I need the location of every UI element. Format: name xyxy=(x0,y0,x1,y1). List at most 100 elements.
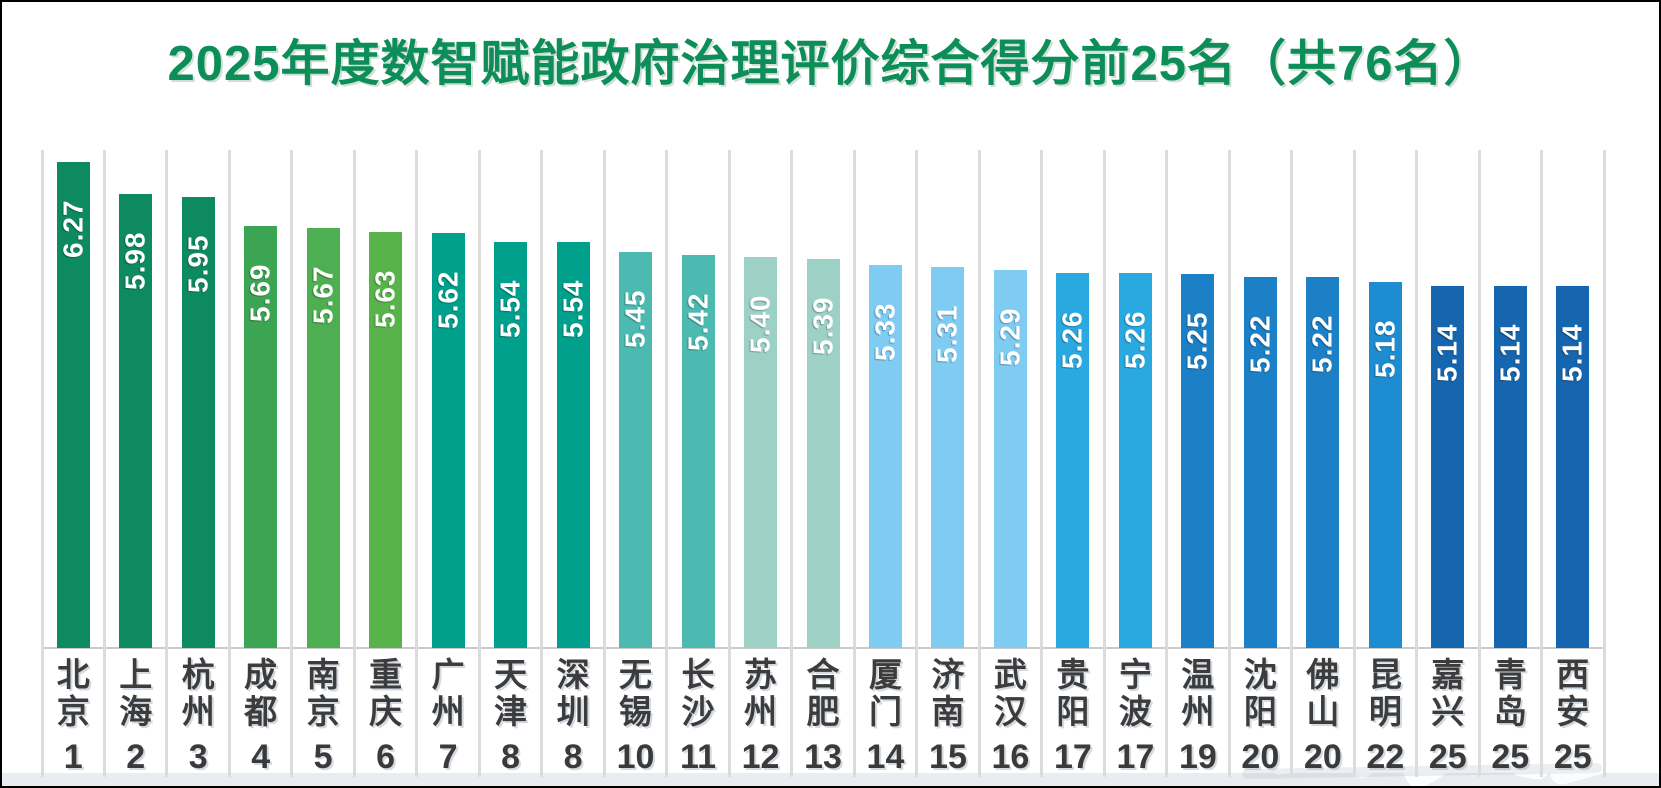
bar-value-label: 5.98 xyxy=(119,231,151,291)
bar-西安: 5.14 xyxy=(1556,286,1590,648)
bar-value-label: 5.14 xyxy=(1494,323,1526,383)
column-separator-line xyxy=(727,150,731,777)
x-axis-city-label: 厦 门 xyxy=(868,656,902,730)
bar-上海: 5.98 xyxy=(119,194,153,648)
bar-无锡: 5.45 xyxy=(619,252,653,648)
x-axis-rank-label: 20 xyxy=(1241,738,1280,776)
x-axis-rank-label: 7 xyxy=(438,738,458,776)
column-separator-line xyxy=(1290,150,1294,777)
x-axis-city-label: 重 庆 xyxy=(369,656,403,730)
column-separator-line xyxy=(352,150,356,777)
bar-value-label: 5.42 xyxy=(682,292,714,352)
column-separator-line xyxy=(477,150,481,777)
x-axis-city-label: 沈 阳 xyxy=(1243,656,1277,730)
bar-杭州: 5.95 xyxy=(181,197,215,648)
chart-title: 2025年度数智赋能政府治理评价综合得分前25名（共76名） xyxy=(167,37,1494,91)
column-separator-line xyxy=(1477,150,1481,777)
column-separator-line xyxy=(1540,150,1544,777)
x-axis-rank-label: 3 xyxy=(188,738,208,776)
x-axis-rank-label: 20 xyxy=(1303,738,1342,776)
bar-value-label: 5.31 xyxy=(931,304,963,364)
bar-北京: 6.27 xyxy=(56,162,90,648)
column-separator-line xyxy=(977,150,981,777)
x-axis-city-label: 青 岛 xyxy=(1493,656,1527,730)
bar-value-label: 5.69 xyxy=(244,263,276,323)
column-separator-line xyxy=(1602,150,1606,777)
bar-厦门: 5.33 xyxy=(868,265,902,648)
x-axis-city-label: 无 锡 xyxy=(619,656,653,730)
x-axis-rank-label: 11 xyxy=(680,738,716,776)
bar-value-label: 5.22 xyxy=(1244,314,1276,374)
x-axis-city-label: 广 州 xyxy=(431,656,465,730)
bar-value-label: 5.62 xyxy=(432,270,464,330)
x-axis-rank-label: 19 xyxy=(1178,738,1217,776)
column-separator-line xyxy=(790,150,794,777)
bar-合肥: 5.39 xyxy=(806,259,840,648)
x-axis-rank-label: 1 xyxy=(63,738,83,776)
bar-武汉: 5.29 xyxy=(993,270,1027,648)
x-axis-city-label: 杭 州 xyxy=(181,656,215,730)
column-separator-line xyxy=(540,150,544,777)
bar-苏州: 5.40 xyxy=(744,257,778,648)
bar-天津: 5.54 xyxy=(494,242,528,648)
bar-value-label: 5.67 xyxy=(307,265,339,325)
x-axis-city-label: 昆 明 xyxy=(1368,656,1402,730)
bar-济南: 5.31 xyxy=(931,267,965,648)
column-separator-line xyxy=(1102,150,1106,777)
x-axis-rank-label: 5 xyxy=(313,738,333,776)
bar-value-label: 5.26 xyxy=(1056,310,1088,370)
x-axis-city-label: 温 州 xyxy=(1181,656,1215,730)
x-axis-rank-label: 6 xyxy=(376,738,396,776)
column-separator-line xyxy=(1227,150,1231,777)
bar-value-label: 5.33 xyxy=(869,302,901,362)
x-axis-rank-label: 13 xyxy=(804,738,842,776)
bar-value-label: 5.40 xyxy=(744,294,776,354)
bar-温州: 5.25 xyxy=(1181,274,1215,648)
bar-value-label: 5.63 xyxy=(369,269,401,329)
x-axis-rank-label: 25 xyxy=(1428,738,1467,776)
x-axis-city-label: 西 安 xyxy=(1556,656,1590,730)
column-separator-line xyxy=(915,150,919,777)
bar-value-label: 5.18 xyxy=(1369,319,1401,379)
x-axis-city-label: 天 津 xyxy=(494,656,528,730)
bar-value-label: 5.54 xyxy=(557,279,589,339)
column-separator-line xyxy=(602,150,606,777)
column-separator-line xyxy=(1352,150,1356,777)
x-axis-city-label: 合 肥 xyxy=(806,656,840,730)
bar-广州: 5.62 xyxy=(431,233,465,648)
x-axis-rank-label: 2 xyxy=(126,738,146,776)
bar-value-label: 5.45 xyxy=(619,289,651,349)
bar-佛山: 5.22 xyxy=(1306,277,1340,648)
x-axis-rank-label: 8 xyxy=(501,738,521,776)
x-axis-city-label: 嘉 兴 xyxy=(1431,656,1465,730)
x-axis-city-label: 宁 波 xyxy=(1118,656,1152,730)
x-axis-rank-label: 17 xyxy=(1116,738,1155,776)
column-separator-line xyxy=(290,150,294,777)
bar-沈阳: 5.22 xyxy=(1243,277,1277,648)
bar-value-label: 5.29 xyxy=(994,307,1026,367)
x-axis-line xyxy=(42,647,1604,649)
bar-value-label: 5.22 xyxy=(1306,314,1338,374)
x-axis-rank-label: 4 xyxy=(251,738,271,776)
bar-value-label: 5.95 xyxy=(182,234,214,294)
column-separator-line xyxy=(852,150,856,777)
bar-value-label: 5.54 xyxy=(494,279,526,339)
column-separator-line xyxy=(165,150,169,777)
x-axis-rank-label: 12 xyxy=(741,738,780,776)
x-axis-city-label: 武 汉 xyxy=(993,656,1027,730)
column-separator-line xyxy=(102,150,106,777)
bar-南京: 5.67 xyxy=(306,228,340,648)
x-axis-city-label: 济 南 xyxy=(931,656,965,730)
column-separator-line xyxy=(415,150,419,777)
column-separator-line xyxy=(1040,150,1044,777)
x-axis-rank-label: 22 xyxy=(1366,738,1405,776)
bar-value-label: 5.26 xyxy=(1119,310,1151,370)
bar-深圳: 5.54 xyxy=(556,242,590,648)
bar-贵阳: 5.26 xyxy=(1056,273,1090,648)
x-axis-rank-label: 16 xyxy=(991,738,1030,776)
x-axis-city-label: 贵 阳 xyxy=(1056,656,1090,730)
x-axis-city-label: 上 海 xyxy=(119,656,153,730)
x-axis-rank-label: 17 xyxy=(1053,738,1092,776)
x-axis-city-label: 成 都 xyxy=(244,656,278,730)
